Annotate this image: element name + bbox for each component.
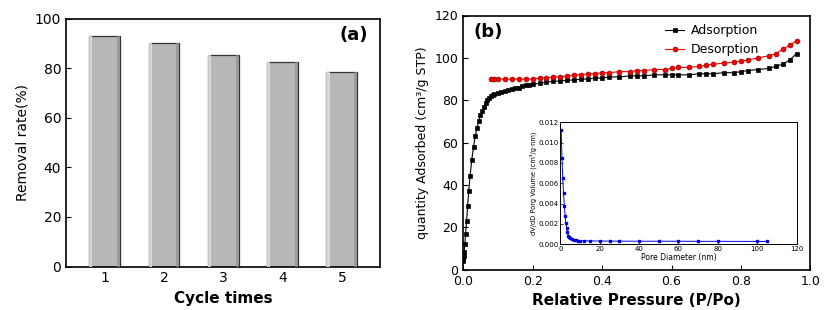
Bar <box>149 43 151 267</box>
Bar <box>208 55 211 267</box>
Desorption <box>562 74 572 78</box>
Desorption <box>583 72 593 76</box>
X-axis label: Pore Diameter (nm): Pore Diameter (nm) <box>641 253 716 262</box>
Bar <box>117 36 120 267</box>
Adsorption <box>777 62 787 66</box>
Desorption <box>514 77 523 81</box>
Bar <box>327 72 329 267</box>
Desorption <box>625 70 635 73</box>
Desorption <box>649 68 659 71</box>
Bar <box>89 36 120 267</box>
Desorption <box>556 75 566 79</box>
Desorption <box>493 77 503 81</box>
Y-axis label: dV/dD Porg Volume (cm³/g·nm): dV/dD Porg Volume (cm³/g·nm) <box>530 131 538 235</box>
Text: (a): (a) <box>340 26 368 44</box>
Desorption <box>597 71 607 74</box>
Desorption <box>753 56 763 60</box>
Adsorption <box>556 79 566 83</box>
Desorption <box>736 59 746 63</box>
Desorption <box>719 61 729 65</box>
Desorption <box>791 39 801 43</box>
Line: Desorption: Desorption <box>489 38 799 82</box>
Adsorption <box>736 70 746 73</box>
Legend: Adsorption, Desorption: Adsorption, Desorption <box>661 19 764 61</box>
Desorption <box>660 68 670 71</box>
Bar <box>236 55 239 267</box>
Desorption <box>701 64 711 67</box>
Desorption <box>576 73 586 77</box>
Desorption <box>708 62 718 66</box>
Desorption <box>614 70 624 73</box>
Line: Adsorption: Adsorption <box>461 51 799 264</box>
Desorption <box>490 77 500 81</box>
Y-axis label: Removal rate(%): Removal rate(%) <box>16 84 30 201</box>
Adsorption <box>791 52 801 55</box>
Bar <box>267 62 298 267</box>
Bar <box>267 62 270 267</box>
Desorption <box>667 67 676 70</box>
X-axis label: Cycle times: Cycle times <box>174 291 273 306</box>
Desorption <box>632 69 642 73</box>
Desorption <box>542 76 552 80</box>
Desorption <box>548 75 558 79</box>
Desorption <box>729 60 739 64</box>
Desorption <box>507 77 517 81</box>
Desorption <box>604 71 614 74</box>
Adsorption <box>562 78 572 82</box>
Desorption <box>486 77 496 81</box>
Adsorption <box>458 259 468 263</box>
Bar <box>89 36 93 267</box>
Desorption <box>638 69 648 73</box>
Bar <box>176 43 179 267</box>
Desorption <box>743 58 753 62</box>
Y-axis label: quantity Adsorbed (cm³/g STP): quantity Adsorbed (cm³/g STP) <box>416 46 429 239</box>
Bar <box>295 62 298 267</box>
Bar <box>208 55 239 267</box>
Desorption <box>777 47 787 51</box>
Desorption <box>528 77 538 81</box>
Bar <box>354 72 357 267</box>
Adsorption <box>476 113 485 117</box>
Desorption <box>785 43 795 47</box>
Desorption <box>695 64 705 68</box>
X-axis label: Relative Pressure (P/Po): Relative Pressure (P/Po) <box>533 293 741 308</box>
Desorption <box>590 72 600 76</box>
Desorption <box>521 77 531 81</box>
Desorption <box>569 73 579 77</box>
Bar <box>327 72 357 267</box>
Desorption <box>771 52 781 55</box>
Bar <box>149 43 179 267</box>
Desorption <box>500 77 509 81</box>
Desorption <box>764 54 774 58</box>
Text: (b): (b) <box>474 23 503 41</box>
Desorption <box>534 76 544 80</box>
Desorption <box>673 65 683 69</box>
Desorption <box>684 65 694 69</box>
Adsorption <box>477 109 487 113</box>
